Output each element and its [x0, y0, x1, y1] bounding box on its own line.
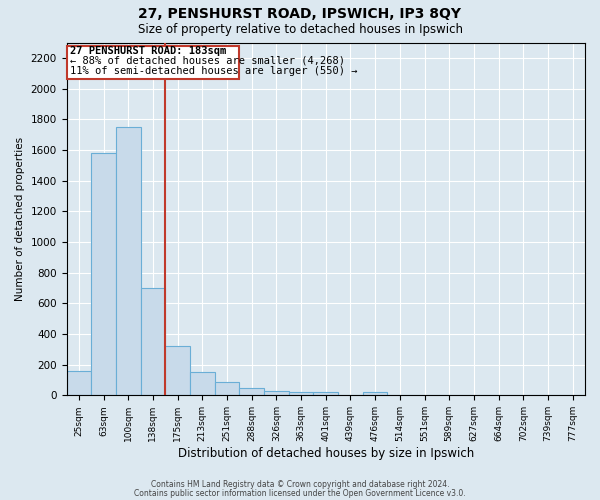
- Bar: [165, 346, 190, 396]
- Text: 27 PENSHURST ROAD: 183sqm: 27 PENSHURST ROAD: 183sqm: [70, 46, 226, 56]
- Text: 11% of semi-detached houses are larger (550) →: 11% of semi-detached houses are larger (…: [70, 66, 358, 76]
- Bar: [190, 372, 215, 396]
- Bar: [140, 288, 165, 396]
- Bar: [313, 392, 338, 396]
- Text: ← 88% of detached houses are smaller (4,268): ← 88% of detached houses are smaller (4,…: [70, 55, 345, 65]
- Bar: [67, 371, 91, 396]
- Bar: [215, 382, 239, 396]
- X-axis label: Distribution of detached houses by size in Ipswich: Distribution of detached houses by size …: [178, 447, 474, 460]
- Bar: [264, 390, 289, 396]
- Text: 27, PENSHURST ROAD, IPSWICH, IP3 8QY: 27, PENSHURST ROAD, IPSWICH, IP3 8QY: [139, 8, 461, 22]
- Text: Size of property relative to detached houses in Ipswich: Size of property relative to detached ho…: [137, 22, 463, 36]
- Bar: [116, 127, 140, 396]
- Text: Contains HM Land Registry data © Crown copyright and database right 2024.: Contains HM Land Registry data © Crown c…: [151, 480, 449, 489]
- Bar: [363, 392, 388, 396]
- Text: Contains public sector information licensed under the Open Government Licence v3: Contains public sector information licen…: [134, 488, 466, 498]
- FancyBboxPatch shape: [67, 46, 239, 80]
- Bar: [91, 153, 116, 396]
- Bar: [239, 388, 264, 396]
- Bar: [289, 392, 313, 396]
- Y-axis label: Number of detached properties: Number of detached properties: [15, 137, 25, 301]
